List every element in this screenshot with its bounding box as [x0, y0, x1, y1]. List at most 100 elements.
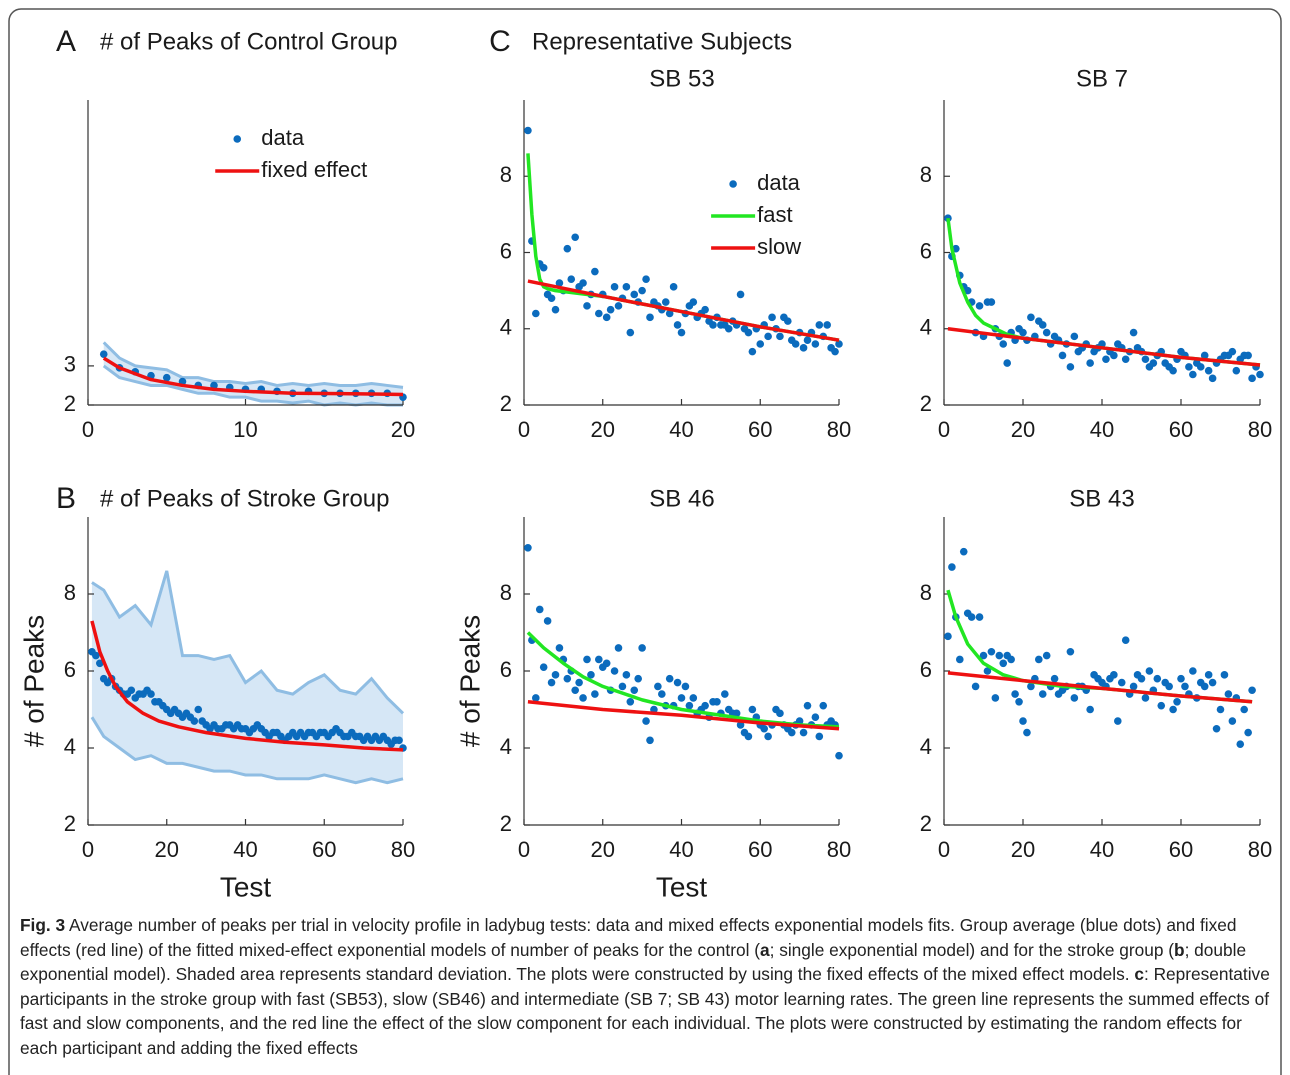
x-tick-label: 40 — [669, 837, 693, 862]
data-point — [551, 671, 560, 679]
data-point — [210, 381, 218, 390]
data-point — [1216, 705, 1225, 714]
data-point — [811, 713, 820, 721]
data-point — [1244, 351, 1252, 360]
legend-label: data — [261, 125, 305, 150]
data-point — [571, 233, 579, 242]
data-point — [1145, 667, 1154, 675]
data-point — [587, 671, 595, 679]
data-point — [1070, 694, 1079, 702]
data-point — [563, 674, 572, 683]
data-point — [732, 709, 741, 718]
caption-letter: b — [1174, 939, 1185, 960]
y-tick-label: 4 — [920, 734, 932, 759]
legend-label: fixed effect — [261, 157, 367, 182]
y-axis-label: # of Peaks — [454, 615, 485, 747]
x-axis-label: Test — [656, 871, 708, 902]
data-point — [1102, 355, 1110, 364]
data-point — [551, 305, 560, 314]
x-tick-label: 60 — [748, 417, 772, 442]
data-point — [1169, 705, 1177, 714]
data-point — [646, 313, 654, 322]
data-point — [638, 644, 646, 652]
data-point — [532, 694, 540, 702]
data-point — [760, 724, 768, 733]
data-point — [776, 709, 784, 718]
data-point — [547, 678, 556, 687]
y-tick-label: 2 — [500, 811, 512, 836]
sd-line — [102, 341, 404, 389]
chart-title: SB 43 — [1069, 485, 1134, 512]
data-point — [1149, 359, 1158, 367]
data-point — [975, 613, 984, 621]
x-tick-label: 60 — [1169, 417, 1193, 442]
data-point — [1240, 705, 1248, 714]
data-point — [1023, 728, 1031, 737]
x-tick-label: 80 — [391, 837, 415, 862]
x-tick-label: 60 — [312, 837, 336, 862]
data-point — [748, 705, 757, 714]
data-point — [744, 732, 753, 741]
data-point — [673, 321, 682, 329]
caption-text: ; double exponential model). Shaded area… — [20, 939, 1247, 985]
data-point — [1189, 370, 1197, 379]
data-point — [835, 340, 843, 348]
data-point — [823, 321, 831, 329]
data-point — [626, 328, 635, 337]
data-point — [689, 694, 698, 702]
data-point — [395, 736, 403, 745]
data-point — [713, 698, 721, 706]
data-point — [661, 298, 670, 306]
data-point — [975, 302, 984, 310]
x-tick-label: 0 — [82, 837, 94, 862]
data-point — [736, 290, 745, 299]
data-point — [835, 751, 843, 760]
x-tick-label: 0 — [82, 417, 94, 442]
y-tick-label: 2 — [64, 391, 76, 416]
data-point — [963, 286, 972, 295]
data-point — [543, 617, 552, 625]
data-point — [614, 302, 623, 310]
data-point — [956, 655, 964, 664]
data-point — [1038, 690, 1047, 698]
data-point — [532, 309, 540, 318]
chart-title: SB 7 — [1076, 65, 1128, 92]
fit-line — [102, 356, 404, 397]
x-tick-label: 0 — [938, 417, 950, 442]
data-point — [768, 313, 776, 322]
data-point — [776, 332, 784, 341]
data-point — [787, 728, 796, 737]
data-point — [1181, 682, 1189, 691]
fit-line — [527, 279, 840, 342]
y-tick-label: 6 — [500, 657, 512, 682]
data-point — [967, 613, 976, 621]
data-point — [799, 344, 808, 352]
figure-border — [8, 8, 1282, 1075]
x-tick-label: 80 — [827, 837, 851, 862]
data-point — [1121, 355, 1130, 364]
x-tick-label: 0 — [518, 837, 530, 862]
caption-letter: c — [1134, 964, 1144, 985]
data-point — [764, 332, 772, 341]
data-point — [1189, 667, 1197, 675]
x-tick-label: 60 — [748, 837, 772, 862]
data-point — [622, 283, 631, 291]
data-point — [1204, 671, 1213, 679]
data-point — [1208, 374, 1217, 383]
data-point — [1256, 370, 1264, 379]
data-point — [744, 328, 753, 337]
y-tick-label: 4 — [500, 734, 512, 759]
data-point — [1050, 674, 1059, 683]
data-point — [610, 667, 619, 675]
data-point — [555, 279, 564, 287]
fit-line — [527, 700, 840, 731]
data-point — [1228, 347, 1237, 356]
data-point — [563, 244, 572, 253]
data-point — [595, 309, 603, 318]
y-tick-label: 6 — [64, 657, 76, 682]
data-point — [642, 717, 650, 725]
data-point — [1173, 698, 1181, 706]
data-point — [646, 736, 654, 745]
data-point — [764, 732, 772, 741]
data-point — [995, 651, 1004, 660]
